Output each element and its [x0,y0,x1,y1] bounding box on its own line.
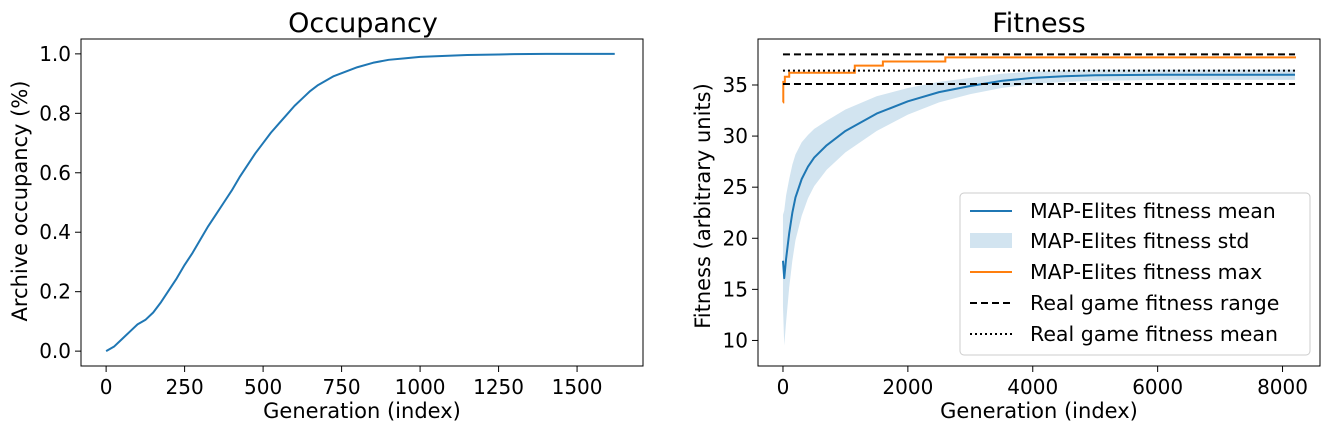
occupancy-y-tick-label: 0.2 [39,280,71,304]
occupancy-y-tick-label: 0.4 [39,220,71,244]
occupancy-axes-frame [80,38,644,367]
fitness-x-tick-label: 0 [777,375,790,399]
legend-label-mean: MAP-Elites fitness mean [1030,199,1276,223]
fitness-panel: Fitness Generation (index) Fitness (arbi… [691,8,1321,423]
fitness-axes-frame [757,38,1321,367]
series-max-line [782,56,1297,104]
fitness-y-tick-label: 30 [723,124,748,148]
occupancy-title: Occupancy [288,8,438,39]
legend-label-std: MAP-Elites fitness std [1030,229,1249,253]
series-mean-line [781,73,1296,280]
fitness-y-ticks: 10 15 20 25 30 35 [723,73,758,352]
fitness-y-tick-label: 10 [723,328,748,352]
occupancy-y-tick-label: 0.8 [39,101,71,125]
occupancy-panel: Occupancy Generation (index) Archive occ… [8,8,644,423]
occupancy-y-axis-label: Archive occupancy (%) [8,81,32,322]
fitness-x-axis-label: Generation (index) [940,399,1138,423]
fitness-title: Fitness [992,8,1086,39]
fitness-x-ticks: 0 2000 4000 6000 8000 [777,366,1308,399]
series-occupancy-line [105,52,615,353]
occupancy-y-tick-label: 0.0 [39,339,71,363]
legend-box [959,192,1311,356]
legend-entry-real-mean: Real game fitness mean [970,322,1278,346]
occupancy-y-ticks: 0.0 0.2 0.4 0.6 0.8 1.0 [39,42,81,363]
fitness-legend: MAP-Elites fitness mean MAP-Elites fitne… [959,192,1311,356]
legend-label-max: MAP-Elites fitness max [1030,260,1262,284]
legend-entry-std: MAP-Elites fitness std [970,229,1249,253]
occupancy-x-ticks: 0 250 500 750 1000 1250 1500 [100,366,603,399]
fitness-x-tick-label: 4000 [1007,375,1058,399]
occupancy-x-tick-label: 750 [322,375,360,399]
occupancy-y-tick-label: 0.6 [39,161,71,185]
fitness-y-tick-label: 25 [723,175,748,199]
occupancy-x-tick-label: 0 [100,375,113,399]
fitness-plot-area [781,53,1297,346]
fitness-y-tick-label: 20 [723,226,748,250]
legend-swatch-std [970,233,1012,248]
legend-label-real-mean: Real game fitness mean [1030,322,1278,346]
occupancy-x-tick-label: 250 [166,375,204,399]
occupancy-plot-area [105,52,615,353]
fitness-y-axis-label: Fitness (arbitrary units) [691,83,715,329]
legend-entry-max: MAP-Elites fitness max [970,260,1262,284]
occupancy-x-tick-label: 1250 [473,375,524,399]
occupancy-x-axis-label: Generation (index) [263,399,461,423]
occupancy-x-tick-label: 1500 [552,375,603,399]
fitness-y-tick-label: 35 [723,73,748,97]
occupancy-x-tick-label: 1000 [395,375,446,399]
fitness-x-tick-label: 8000 [1257,375,1308,399]
legend-entry-mean: MAP-Elites fitness mean [970,199,1276,223]
occupancy-y-tick-label: 1.0 [39,42,71,66]
fitness-x-tick-label: 2000 [882,375,933,399]
fitness-y-tick-label: 15 [723,277,748,301]
legend-label-range: Real game fitness range [1030,291,1279,315]
fitness-x-tick-label: 6000 [1132,375,1183,399]
occupancy-x-tick-label: 500 [244,375,282,399]
legend-entry-range: Real game fitness range [970,291,1279,315]
